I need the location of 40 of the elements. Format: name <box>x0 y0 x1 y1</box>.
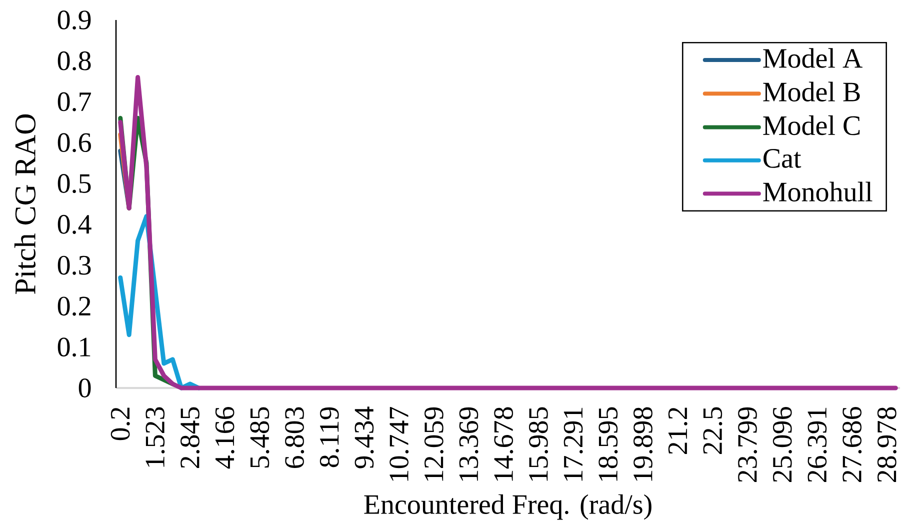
x-tick-label: 4.166 <box>215 407 234 469</box>
x-tick-label: 25.096 <box>772 407 792 482</box>
x-tick-label: 0.2 <box>110 408 130 440</box>
y-tick-label: 0.6 <box>58 133 91 152</box>
x-tick-label: 14.678 <box>494 407 514 481</box>
x-tick-label: 8.119 <box>320 407 339 468</box>
y-tick-label: 0.8 <box>58 51 91 70</box>
x-tick-label: 18.595 <box>598 407 618 481</box>
y-axis-title: Pitch CG RAO <box>14 114 36 294</box>
y-tick-label: 0.2 <box>58 296 90 316</box>
x-tick-label: 13.369 <box>459 407 478 481</box>
legend-label: Model B <box>763 82 860 102</box>
x-tick-label: 2.845 <box>180 407 200 468</box>
legend-label: Cat <box>764 149 802 168</box>
x-tick-label: 26.391 <box>808 408 827 482</box>
x-axis-title: Encountered Freq. (rad/s) <box>364 494 652 520</box>
y-tick-label: 0 <box>78 378 91 398</box>
x-tick-label: 23.799 <box>738 407 758 482</box>
y-tick-label: 0.9 <box>58 10 91 30</box>
x-tick-label: 21.2 <box>668 408 688 454</box>
x-tick-label: 15.985 <box>528 407 548 481</box>
y-tick-label: 0.4 <box>58 214 92 234</box>
y-tick-label: 0.5 <box>58 174 91 194</box>
y-tick-label: 0.3 <box>58 256 91 275</box>
x-tick-label: 19.898 <box>634 407 653 481</box>
legend-label: Monohull <box>763 182 872 202</box>
legend-label: Model C <box>763 115 860 136</box>
x-tick-label: 9.434 <box>354 406 374 468</box>
y-tick-label: 0.7 <box>58 92 91 112</box>
x-tick-label: 1.523 <box>146 407 165 467</box>
x-tick-label: 12.059 <box>424 407 444 481</box>
x-tick-label: 27.686 <box>842 407 862 482</box>
y-tick-label: 0.1 <box>58 338 90 357</box>
x-tick-label: 17.291 <box>564 408 583 481</box>
x-tick-label: 22.5 <box>703 407 722 454</box>
x-tick-label: 6.803 <box>285 407 304 468</box>
x-tick-label: 28.978 <box>877 407 896 482</box>
legend-label: Model A <box>763 48 862 68</box>
x-tick-label: 10.747 <box>390 407 409 481</box>
x-tick-label: 5.485 <box>250 407 270 468</box>
